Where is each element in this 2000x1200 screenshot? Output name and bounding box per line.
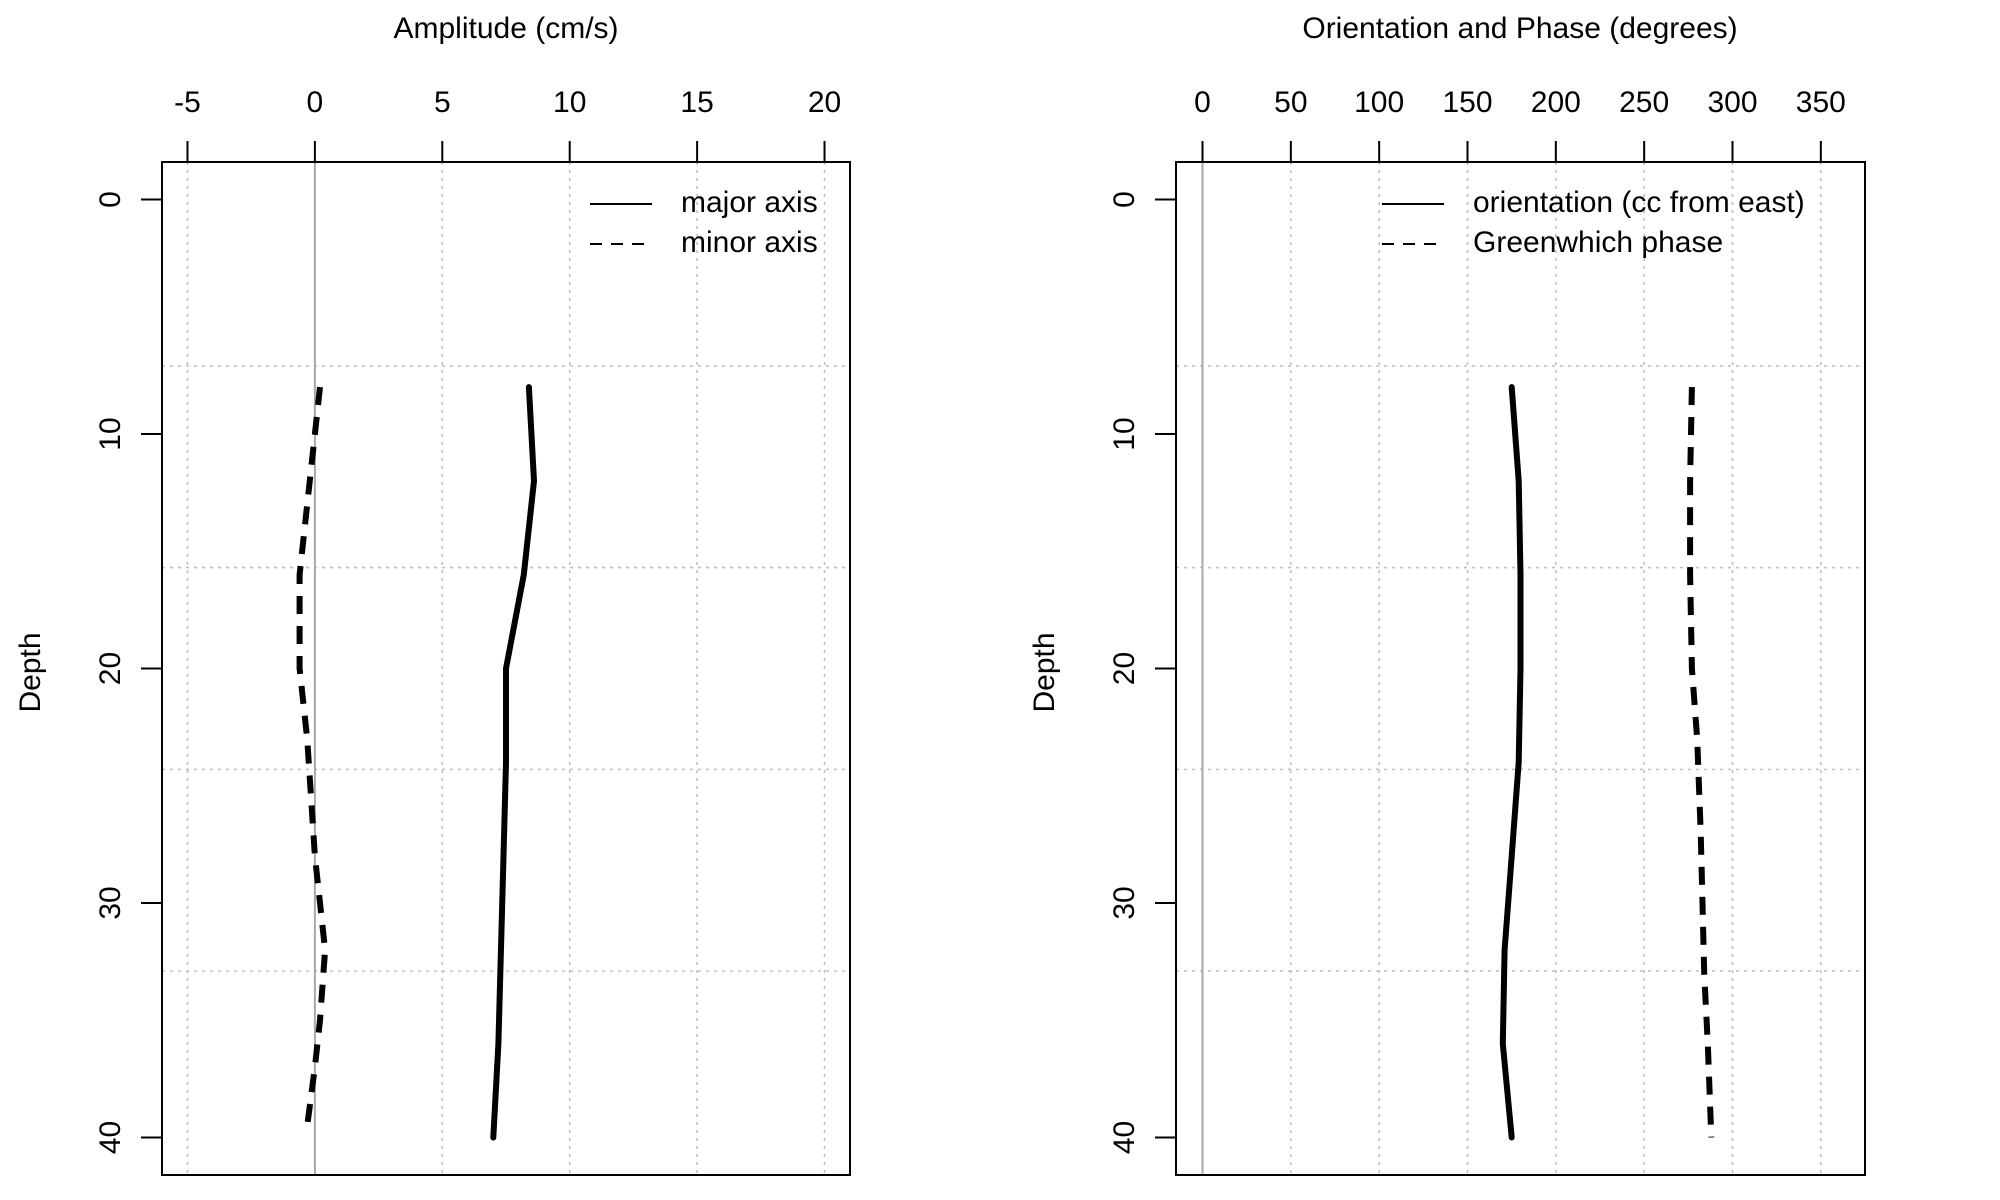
phase-depth-label: Depth — [1028, 632, 1061, 712]
amplitude-y-tick-label: 10 — [94, 417, 127, 450]
phase-x-tick-label: 0 — [1194, 86, 1211, 119]
phase-legend: orientation (cc from east) Greenwhich pha… — [1382, 186, 1805, 259]
amplitude-x-tick-label: 15 — [680, 86, 713, 119]
phase-x-tick-label: 300 — [1707, 86, 1757, 119]
phase-y-tick-label: 30 — [1108, 886, 1141, 919]
amplitude-axis-title: Amplitude (cm/s) — [393, 12, 618, 45]
amplitude-y-tick-label: 40 — [94, 1121, 127, 1154]
phase-legend-label: Greenwhich phase — [1473, 226, 1723, 259]
phase-y-tick-label: 0 — [1108, 191, 1141, 208]
amplitude-y-tick-label: 0 — [94, 191, 127, 208]
phase-x-tick-label: 150 — [1442, 86, 1492, 119]
phase-x-tick-label: 100 — [1354, 86, 1404, 119]
phase-y-tick-label: 40 — [1108, 1121, 1141, 1154]
phase-y-tick-label: 20 — [1108, 652, 1141, 685]
phase-y-tick-label: 10 — [1108, 417, 1141, 450]
phase-series-solid-line — [1499, 384, 1524, 1141]
amplitude-x-tick-label: 5 — [434, 86, 451, 119]
phase-series-dashed-line — [1687, 387, 1715, 1138]
amplitude-depth-label: Depth — [14, 632, 47, 712]
amplitude-x-tick-label: 10 — [553, 86, 586, 119]
phase-x-tick-label: 350 — [1796, 86, 1846, 119]
phase-axis-title: Orientation and Phase (degrees) — [1302, 12, 1737, 45]
phase-legend-label: orientation (cc from east) — [1473, 186, 1805, 219]
amplitude-x-tick-label: 0 — [307, 86, 324, 119]
phase-x-tick-label: 200 — [1531, 86, 1581, 119]
amplitude-series-solid-line — [490, 384, 537, 1141]
amplitude-legend: major axis minor axis — [590, 186, 818, 259]
phase-x-axis: 0 50 100 150 200 250 300 350 — [1194, 86, 1846, 163]
amplitude-series-dashed-line — [296, 386, 329, 1127]
amplitude-legend-label: minor axis — [681, 226, 818, 259]
amplitude-y-tick-label: 20 — [94, 652, 127, 685]
amplitude-y-axis: 0 10 20 30 40 — [94, 191, 163, 1154]
phase-panel: 0 50 100 150 200 250 300 350 0 10 20 30 40 Orientatio… — [1028, 12, 1866, 1176]
phase-x-tick-label: 250 — [1619, 86, 1669, 119]
amplitude-panel: -5 0 5 10 15 20 0 10 20 30 40 Amplitude (cm/s) Depth… — [14, 12, 851, 1176]
phase-y-axis: 0 10 20 30 40 — [1108, 191, 1177, 1154]
amplitude-x-tick-label: 20 — [808, 86, 841, 119]
phase-x-tick-label: 50 — [1274, 86, 1307, 119]
amplitude-x-axis: -5 0 5 10 15 20 — [174, 86, 841, 163]
amplitude-y-tick-label: 30 — [94, 886, 127, 919]
amplitude-legend-label: major axis — [681, 186, 818, 219]
amplitude-x-tick-label: -5 — [174, 86, 201, 119]
